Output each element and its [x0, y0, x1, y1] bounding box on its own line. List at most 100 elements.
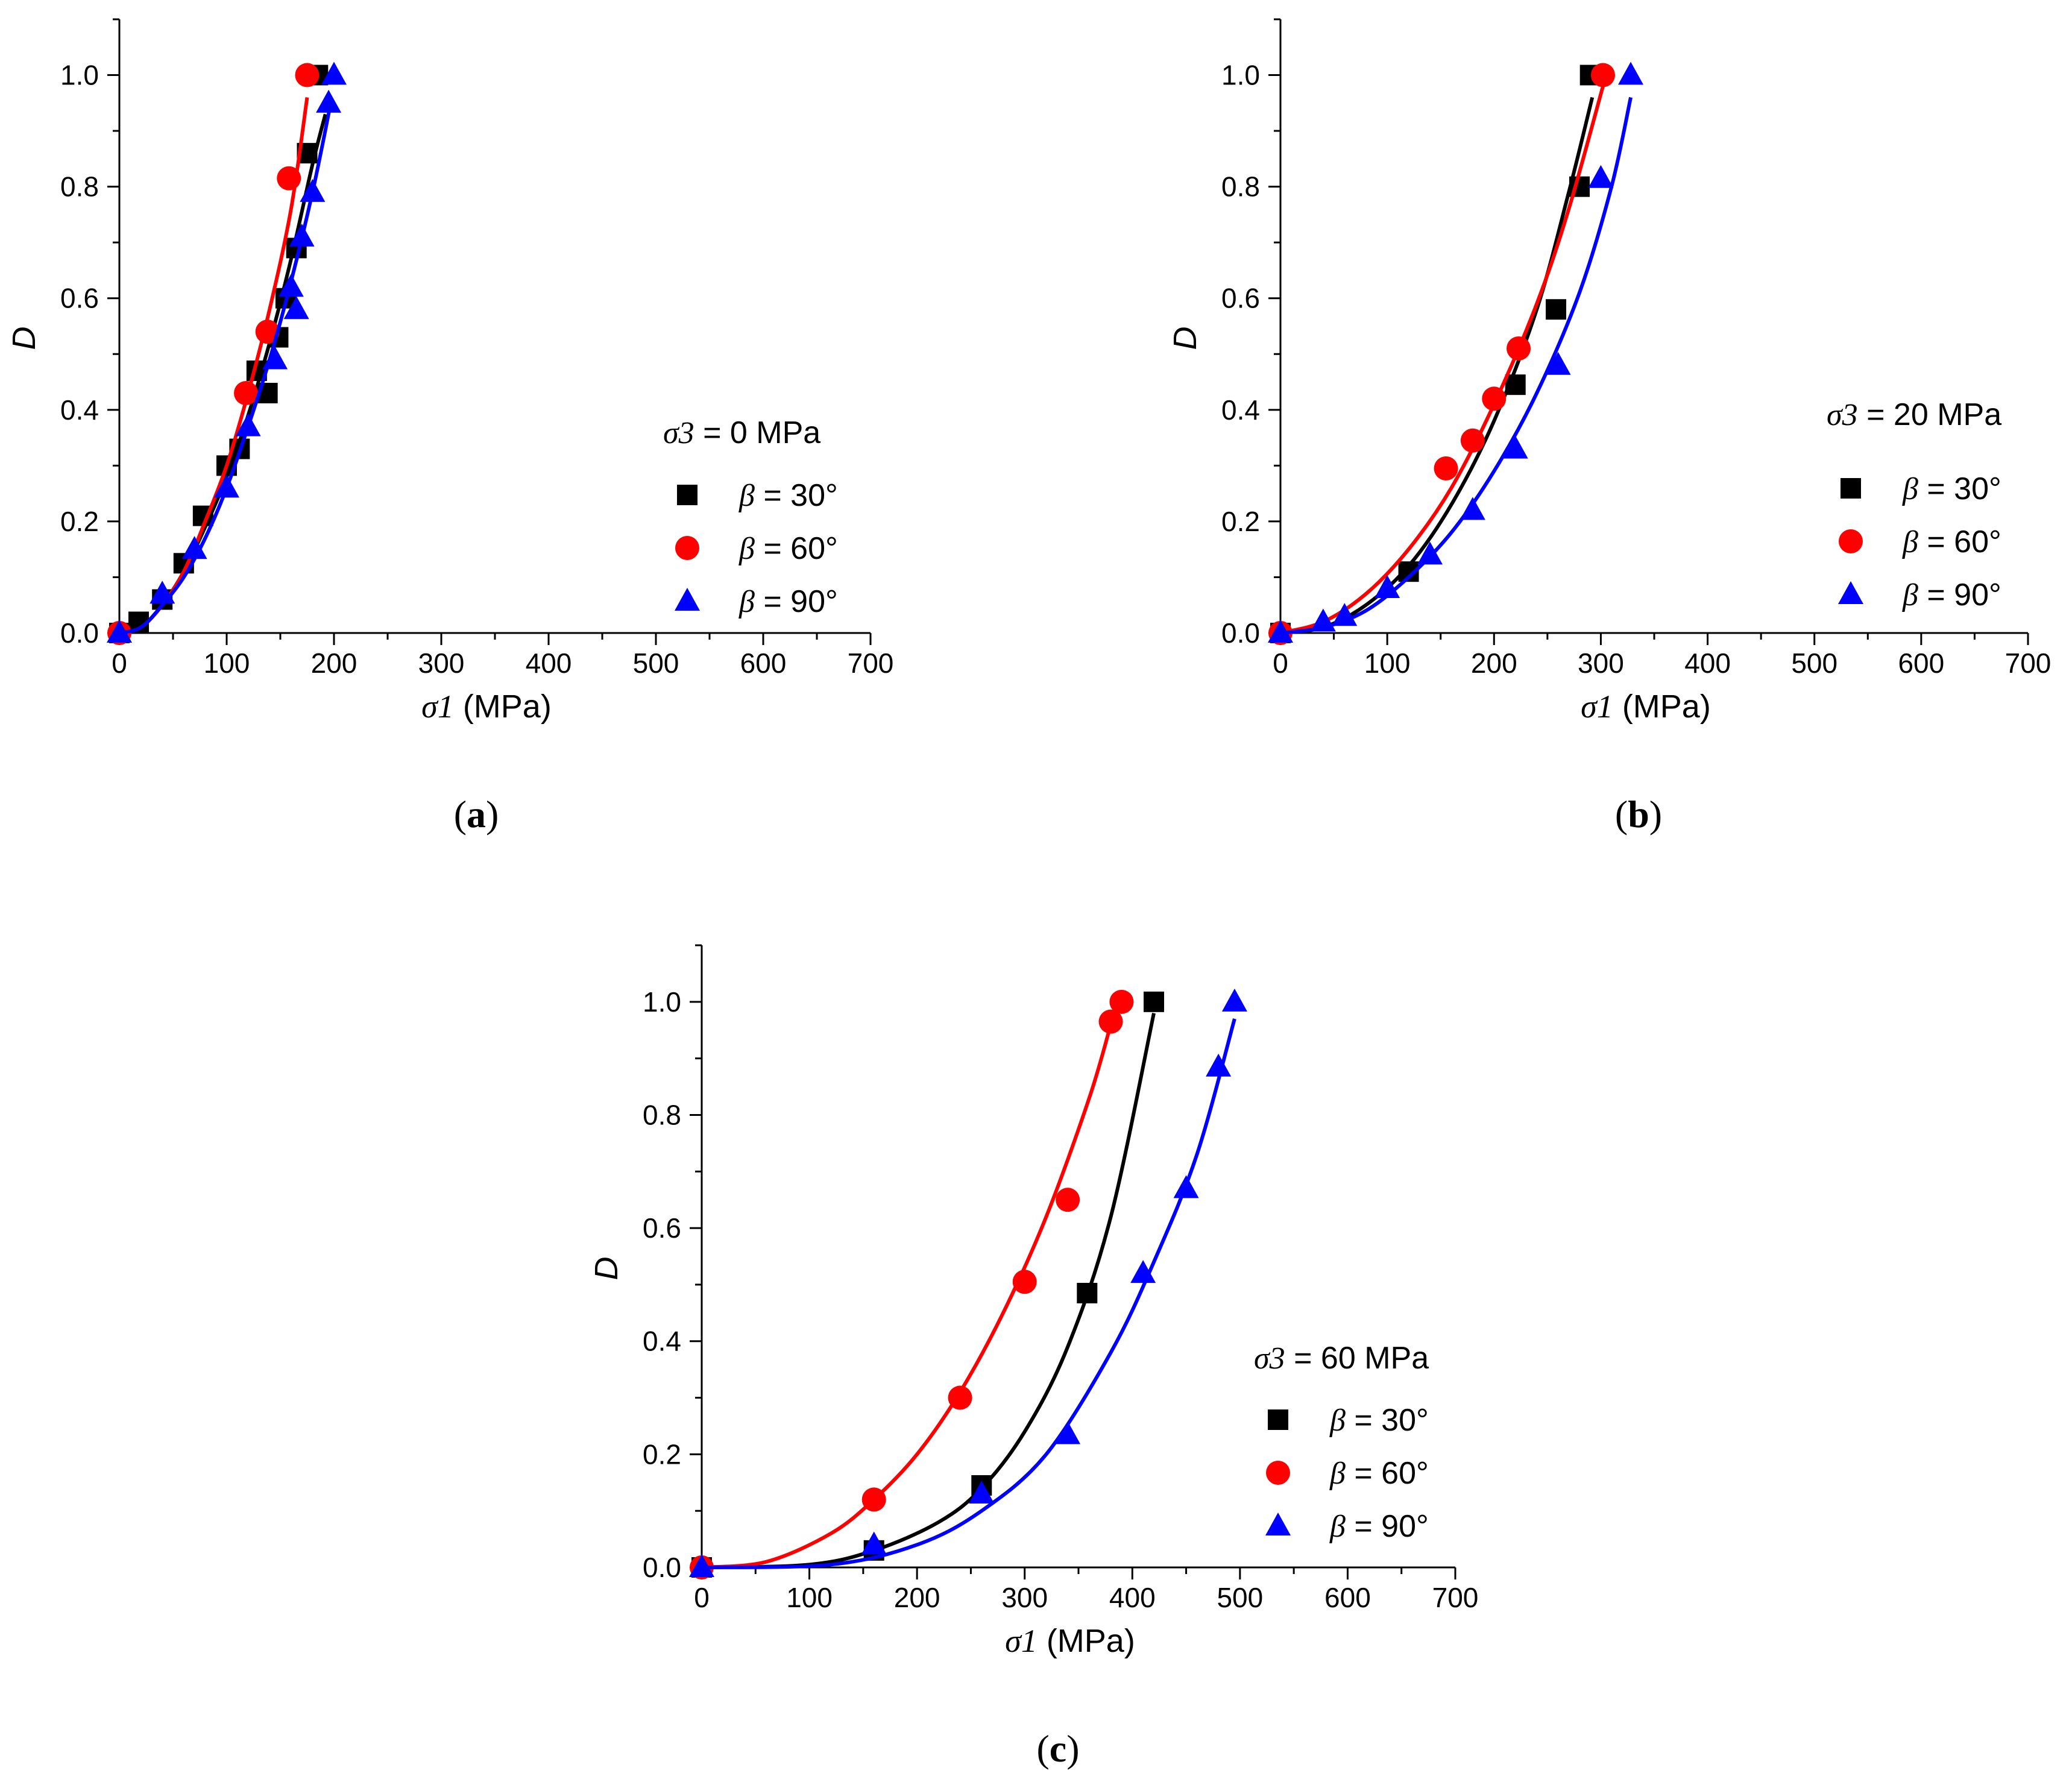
x-tick-label: 300: [1001, 1582, 1048, 1613]
data-point-triangle: [675, 588, 700, 611]
data-point-circle: [1460, 428, 1485, 453]
data-point-triangle: [278, 274, 304, 297]
y-tick-label: 0.4: [643, 1326, 681, 1357]
data-point-triangle: [1130, 1260, 1156, 1283]
data-point-triangle: [1838, 581, 1863, 604]
y-tick-label: 0.8: [60, 171, 99, 203]
data-point-circle: [1839, 529, 1863, 553]
data-point-triangle: [1055, 1421, 1081, 1444]
y-tick-label: 0.2: [1221, 506, 1260, 537]
data-point-triangle: [1173, 1175, 1199, 1198]
data-point-triangle: [150, 581, 175, 604]
x-tick-label: 500: [1791, 647, 1837, 679]
data-point-circle: [1012, 1270, 1037, 1294]
y-tick-label: 0.4: [60, 394, 99, 426]
x-tick-label: 600: [1324, 1582, 1371, 1613]
series-circle: [107, 63, 320, 645]
y-tick-label: 0.6: [1221, 283, 1260, 314]
series-circle: [690, 989, 1134, 1579]
x-tick-label: 0: [694, 1582, 710, 1613]
series-square: [691, 991, 1164, 1578]
y-tick-label: 0.6: [60, 283, 99, 314]
x-tick-label: 500: [1217, 1582, 1263, 1613]
y-axis-label: D: [6, 327, 42, 350]
x-tick-label: 0: [112, 647, 127, 679]
data-point-square: [1546, 299, 1567, 320]
data-point-circle: [675, 536, 699, 560]
data-point-triangle: [1545, 351, 1571, 375]
series-triangle: [1268, 61, 1644, 643]
x-tick-label: 300: [418, 647, 465, 679]
data-point-circle: [277, 166, 301, 191]
series-triangle: [689, 988, 1247, 1577]
data-point-triangle: [689, 1554, 714, 1577]
data-point-triangle: [861, 1531, 887, 1555]
legend-entry-label: β = 30°: [1329, 1403, 1429, 1438]
y-axis-label: D: [1167, 327, 1203, 350]
x-tick-label: 700: [848, 647, 894, 679]
data-point-square: [1144, 991, 1164, 1012]
fit-curve: [1280, 96, 1633, 635]
y-axis-label: D: [588, 1257, 625, 1280]
data-point-triangle: [181, 536, 207, 559]
panel-caption: (b): [1615, 793, 1662, 836]
legend: σ3 = 20 MPa β = 30° β = 60° β = 90°: [1827, 397, 2001, 612]
series-triangle: [107, 61, 347, 643]
y-tick-label: 0.0: [1221, 617, 1260, 649]
y-tick-label: 1.0: [643, 986, 681, 1018]
data-point-triangle: [1268, 620, 1293, 643]
x-axis-label: σ1 (MPa): [1005, 1623, 1135, 1659]
x-tick-label: 600: [1898, 647, 1944, 679]
legend-title: σ3 = 20 MPa: [1827, 397, 2001, 432]
y-tick-label: 0.0: [60, 617, 99, 649]
legend-entry-label: β = 30°: [1902, 471, 2001, 506]
fit-curve: [1280, 96, 1595, 635]
x-tick-label: 600: [740, 647, 787, 679]
legend-title: σ3 = 0 MPa: [663, 415, 820, 450]
data-point-circle: [255, 320, 280, 344]
data-point-triangle: [1417, 541, 1443, 565]
y-tick-label: 1.0: [60, 60, 99, 91]
data-point-triangle: [321, 61, 347, 85]
x-tick-label: 400: [1109, 1582, 1156, 1613]
data-point-circle: [1109, 989, 1134, 1014]
panel-caption: (c): [1036, 1727, 1079, 1770]
data-point-circle: [1590, 63, 1615, 87]
legend-entry-label: β = 90°: [738, 584, 838, 619]
y-tick-label: 0.0: [643, 1552, 681, 1583]
y-tick-label: 0.4: [1221, 394, 1260, 426]
x-tick-label: 200: [894, 1582, 940, 1613]
data-point-triangle: [1221, 988, 1247, 1012]
data-point-triangle: [262, 346, 288, 370]
data-point-circle: [1098, 1009, 1123, 1034]
legend-entry-label: β = 90°: [1902, 578, 2001, 612]
data-point-triangle: [969, 1481, 995, 1504]
data-point-triangle: [107, 620, 132, 643]
y-tick-label: 0.6: [643, 1212, 681, 1244]
data-point-square: [677, 485, 697, 505]
legend-title: σ3 = 60 MPa: [1254, 1341, 1429, 1376]
y-tick-label: 0.8: [643, 1099, 681, 1130]
y-tick-label: 0.2: [60, 506, 99, 537]
x-axis-label: σ1 (MPa): [1581, 688, 1711, 725]
x-tick-label: 500: [633, 647, 679, 679]
panel-caption: (a): [454, 793, 499, 836]
data-point-triangle: [1618, 61, 1644, 85]
y-tick-label: 0.2: [643, 1438, 681, 1470]
x-tick-label: 700: [1432, 1582, 1479, 1613]
data-point-triangle: [283, 296, 309, 320]
data-point-triangle: [1375, 575, 1400, 598]
x-axis-label: σ1 (MPa): [421, 688, 552, 725]
data-point-circle: [861, 1487, 886, 1512]
y-tick-label: 1.0: [1221, 60, 1260, 91]
x-tick-label: 100: [786, 1582, 833, 1613]
x-tick-label: 400: [526, 647, 572, 679]
data-point-square: [1077, 1282, 1098, 1303]
fit-curve: [701, 1024, 1113, 1569]
fit-curve: [701, 1018, 1236, 1569]
data-point-circle: [1434, 456, 1458, 480]
x-tick-label: 400: [1684, 647, 1731, 679]
series-square: [109, 65, 329, 643]
legend-entry-label: β = 60°: [1902, 524, 2001, 559]
